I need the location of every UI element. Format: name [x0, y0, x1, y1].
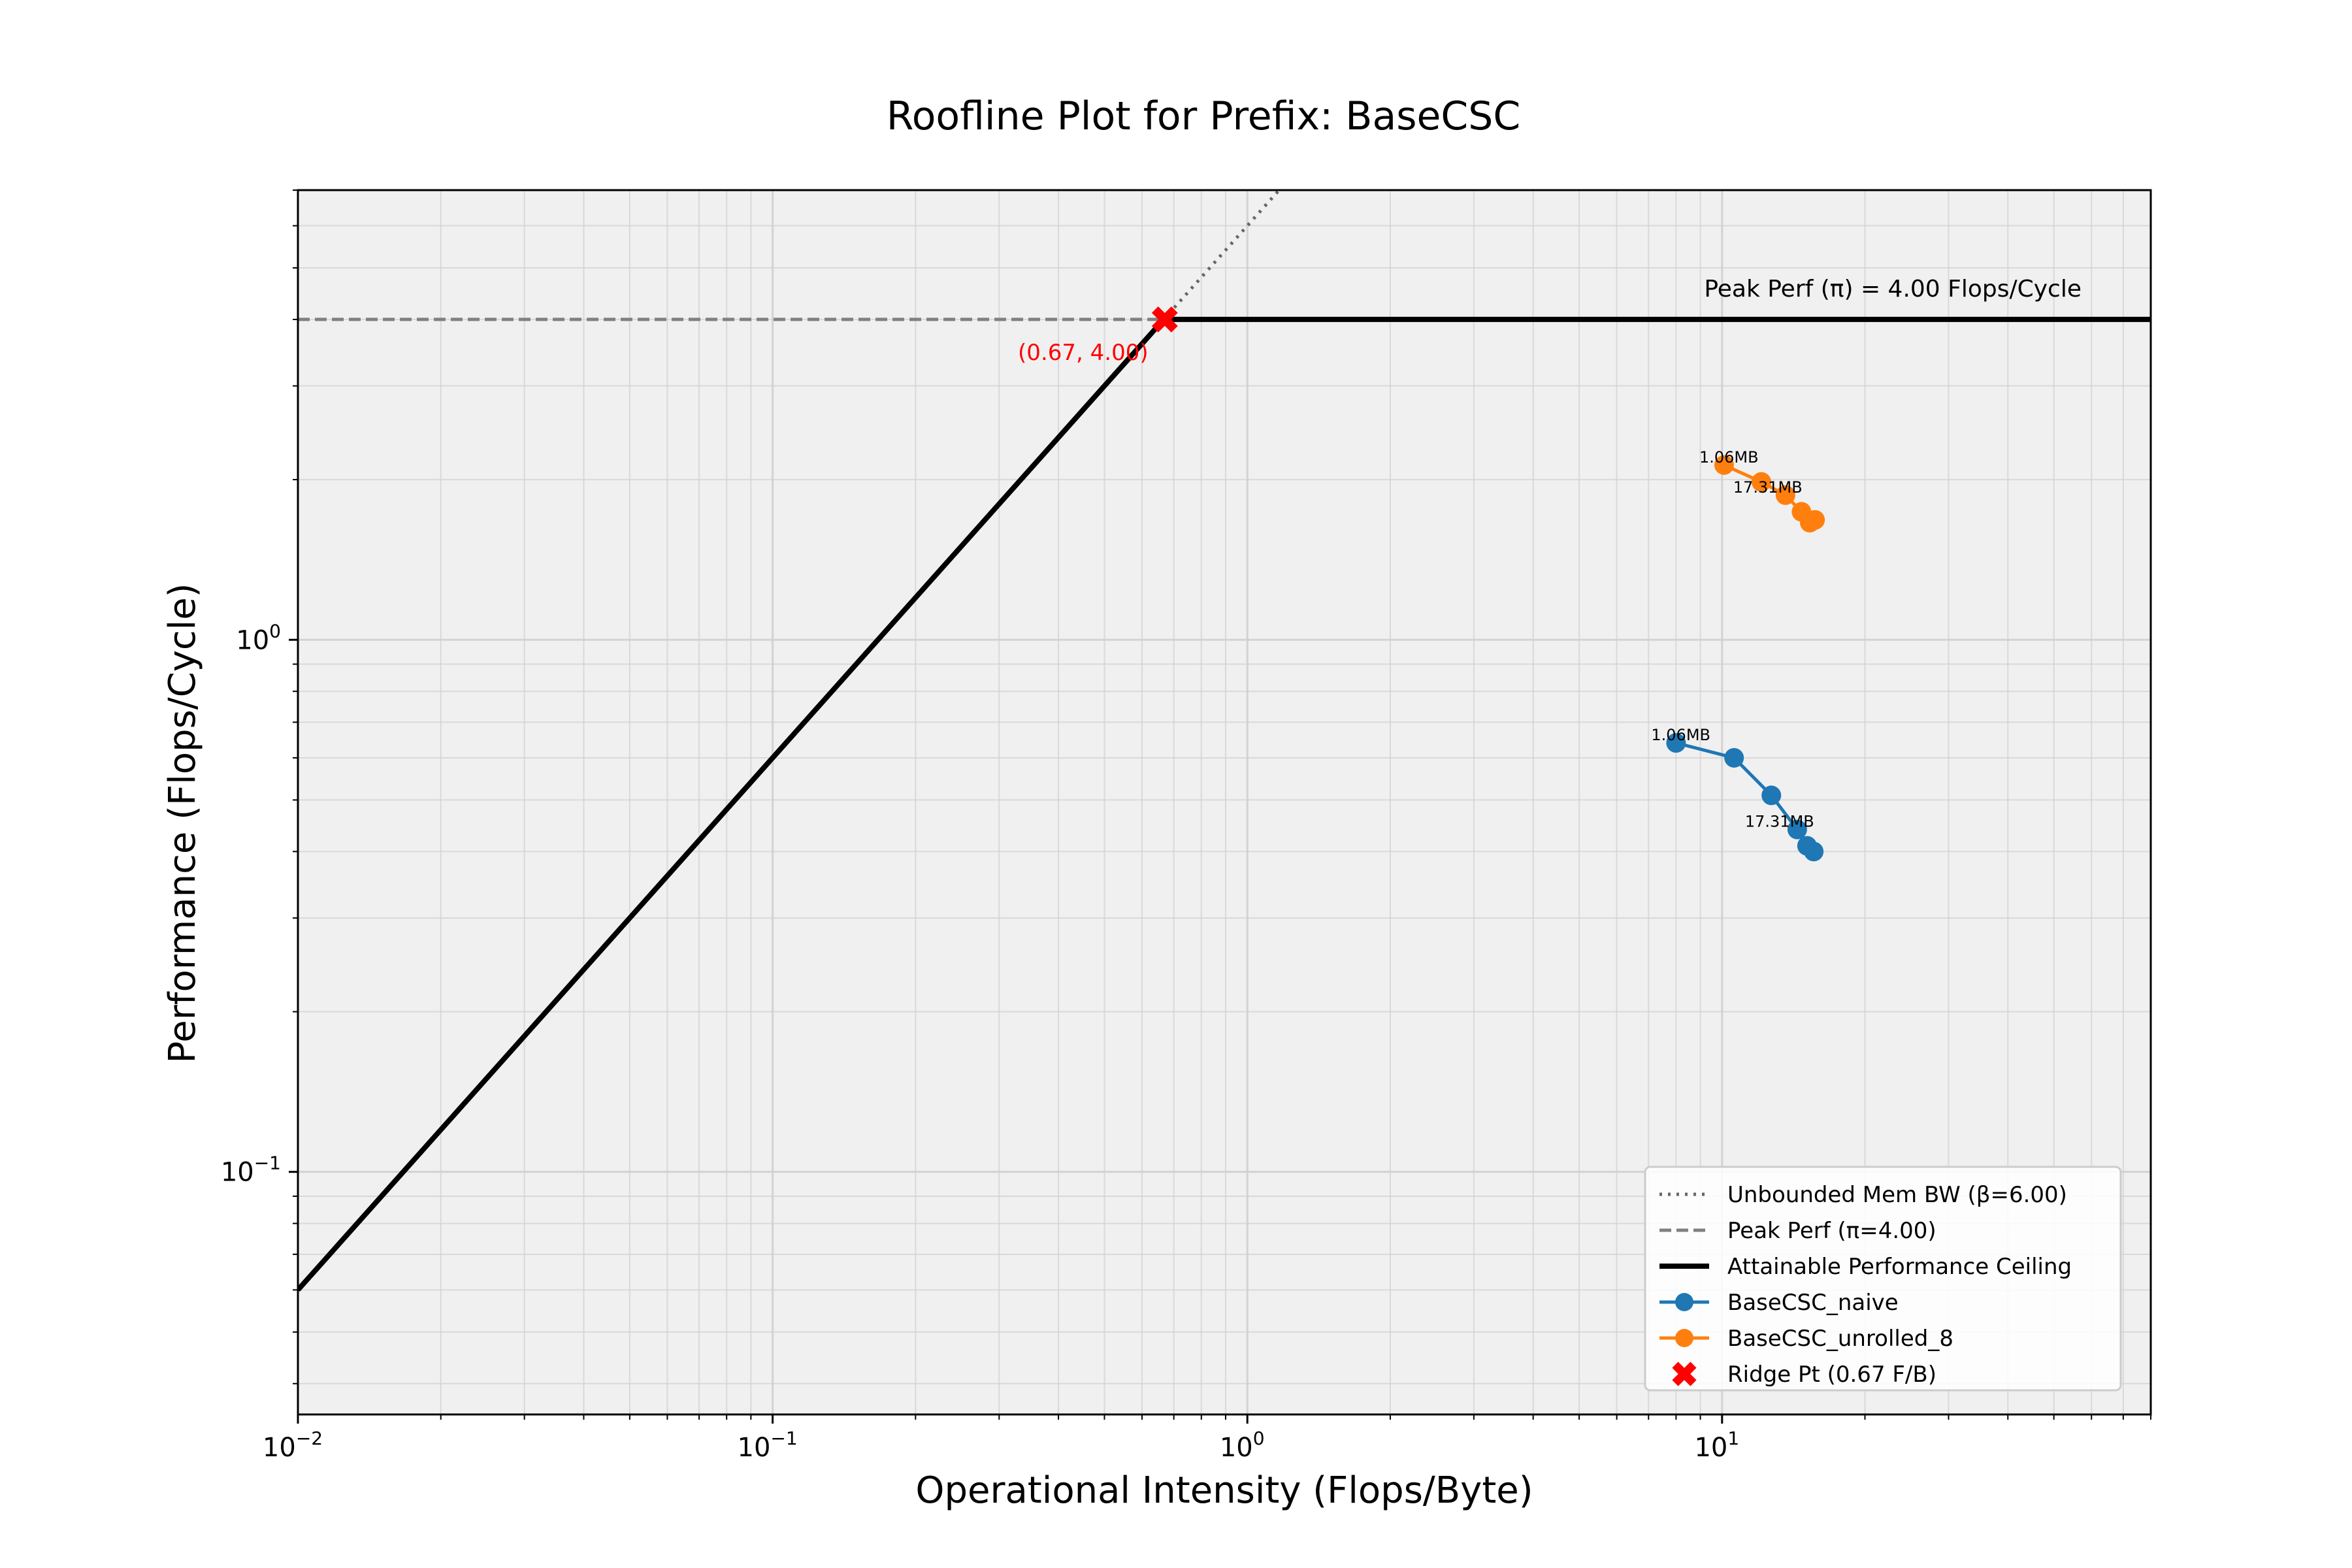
- size-annotation: 17.31MB: [1733, 478, 1803, 497]
- y-tick-label: 100: [236, 620, 281, 655]
- tick-base: 10: [1220, 1433, 1253, 1463]
- data-point: [1805, 510, 1825, 530]
- legend-swatch-marker: [1675, 1329, 1693, 1347]
- legend: Unbounded Mem BW (β=6.00) Peak Perf (π=4.…: [1644, 1166, 2122, 1392]
- legend-item-s0: BaseCSC_naive: [1659, 1290, 1899, 1316]
- tick-base: 10: [263, 1433, 296, 1463]
- legend-item-peak: Peak Perf (π=4.00): [1659, 1218, 1936, 1244]
- ridge-point: (0.67, 4.00): [1018, 306, 1178, 366]
- data-point: [1775, 485, 1795, 505]
- legend-label: BaseCSC_unrolled_8: [1727, 1326, 1953, 1352]
- legend-label: BaseCSC_naive: [1727, 1290, 1899, 1316]
- tick-exponent: 1: [1727, 1428, 1739, 1449]
- legend-label: Peak Perf (π=4.00): [1727, 1218, 1936, 1244]
- legend-item-bw: Unbounded Mem BW (β=6.00): [1659, 1182, 2067, 1208]
- legend-label: Unbounded Mem BW (β=6.00): [1727, 1182, 2067, 1208]
- size-annotation: 1.06MB: [1651, 726, 1710, 744]
- tick-base: 10: [738, 1433, 771, 1463]
- tick-exponent: −2: [296, 1428, 323, 1449]
- data-point: [1787, 819, 1807, 840]
- tick-exponent: −1: [770, 1428, 797, 1449]
- data-point: [1751, 472, 1771, 492]
- legend-item-ridge: Ridge Pt (0.67 F/B): [1672, 1362, 1936, 1388]
- data-point: [1761, 785, 1782, 806]
- ridge-label: (0.67, 4.00): [1018, 340, 1149, 366]
- legend-swatch: [1672, 1362, 1697, 1386]
- peak-perf-label: Peak Perf (π) = 4.00 Flops/Cycle: [1704, 276, 2082, 302]
- x-tick-label: 10−1: [738, 1428, 798, 1463]
- data-point: [1724, 747, 1744, 768]
- tick-base: 10: [1694, 1433, 1727, 1463]
- size-annotation: 1.06MB: [1699, 448, 1759, 466]
- legend-swatch-marker: [1675, 1293, 1693, 1311]
- legend-item-ceiling: Attainable Performance Ceiling: [1659, 1254, 2072, 1280]
- tick-exponent: 0: [269, 620, 281, 642]
- x-axis-label: Operational Intensity (Flops/Byte): [915, 1469, 1533, 1512]
- tick-base: 10: [236, 625, 269, 655]
- tick-exponent: 0: [1253, 1428, 1265, 1449]
- legend-item-s1: BaseCSC_unrolled_8: [1659, 1326, 1953, 1352]
- plot-frame: [297, 189, 2152, 1416]
- size-annotation: 17.31MB: [1745, 813, 1814, 831]
- data-point: [1804, 841, 1824, 862]
- y-axis-label: Performance (Flops/Cycle): [161, 583, 204, 1063]
- ridge-marker: [1151, 306, 1178, 333]
- chart-title: Roofline Plot for Prefix: BaseCSC: [887, 93, 1521, 139]
- y-tick-label: 10−1: [221, 1152, 281, 1188]
- legend-label: Attainable Performance Ceiling: [1727, 1254, 2072, 1280]
- legend-box: [1644, 1166, 2122, 1392]
- x-tick-label: 10−2: [263, 1428, 323, 1463]
- data-point: [1666, 733, 1686, 753]
- x-tick-label: 101: [1694, 1428, 1739, 1463]
- series-1: 1.06MB 17.31MB: [1699, 448, 1825, 533]
- legend-label: Ridge Pt (0.67 F/B): [1727, 1362, 1936, 1388]
- data-point: [1714, 455, 1734, 475]
- x-tick-label: 100: [1220, 1428, 1265, 1463]
- series-0: 1.06MB 17.31MB: [1651, 726, 1824, 862]
- tick-base: 10: [221, 1158, 254, 1188]
- tick-exponent: −1: [254, 1152, 281, 1174]
